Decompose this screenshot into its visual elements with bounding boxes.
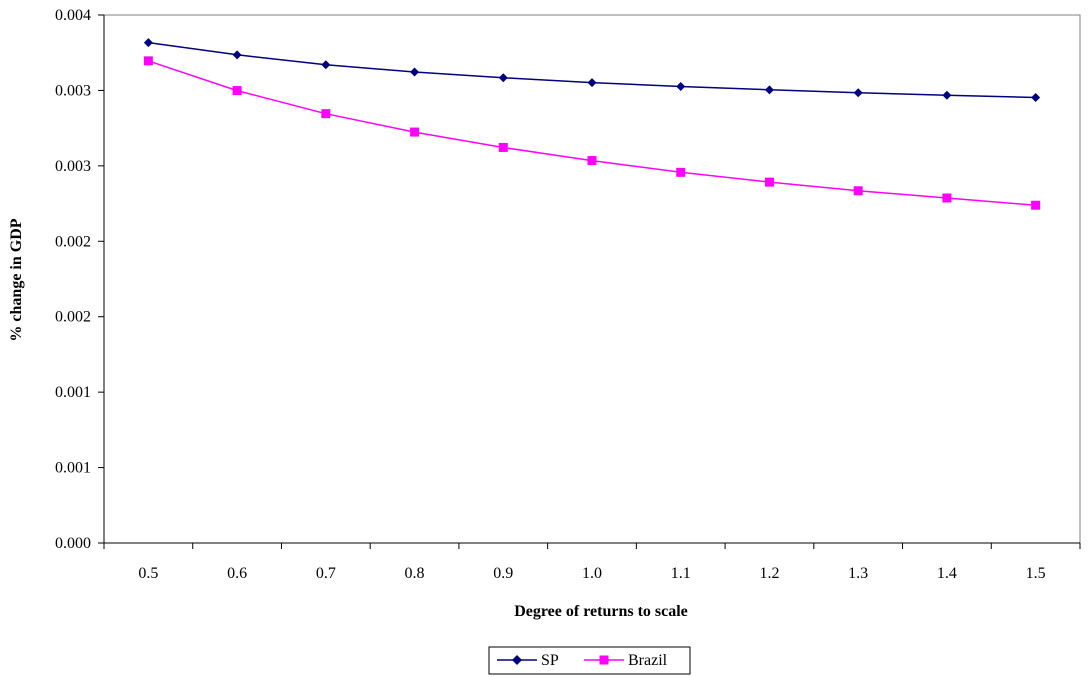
y-tick-label: 0.004 [55,7,91,24]
series-brazil [143,56,1041,210]
data-point-sp [676,82,686,92]
legend-square-marker [599,655,609,665]
y-tick-label: 0.003 [55,82,91,99]
legend-item-brazil: Brazil [584,652,668,669]
data-point-sp [232,50,242,60]
data-point-brazil [853,186,863,196]
x-tick-label: 0.5 [138,565,158,582]
data-point-brazil [321,109,331,119]
data-point-brazil [232,86,242,96]
plot-border [103,14,1081,544]
series-sp [143,38,1041,103]
y-axis-title: % change in GDP [8,218,25,341]
y-axis: 0.000 0.001 0.001 0.002 0.002 0.003 0.003 0.004 [55,7,105,552]
data-point-brazil [942,193,952,203]
x-tick-label: 1.3 [848,565,868,582]
plot-area [103,14,1081,544]
legend-item-sp: SP [497,652,559,669]
x-tick-label: 0.6 [227,565,247,582]
data-point-sp [764,85,774,95]
x-tick-label: 1.2 [759,565,779,582]
y-tick-label: 0.000 [55,535,91,552]
y-tick-label: 0.001 [55,460,91,477]
data-point-sp [1031,93,1041,103]
y-tick-label: 0.001 [55,384,91,401]
data-point-sp [143,38,153,48]
x-axis-title: Degree of returns to scale [514,603,688,620]
x-tick-label: 1.0 [582,565,602,582]
data-point-brazil [410,127,420,137]
data-point-sp [587,78,597,88]
data-point-sp [853,88,863,98]
data-point-brazil [764,177,774,187]
y-tick-label: 0.002 [55,309,91,326]
legend-label-sp: SP [541,652,559,669]
y-tick-label: 0.003 [55,158,91,175]
data-point-sp [321,60,331,70]
x-tick-label: 1.4 [937,565,957,582]
x-tick-label: 0.8 [405,565,425,582]
x-tick-label: 0.9 [493,565,513,582]
legend-diamond-marker [512,655,522,665]
data-point-sp [942,90,952,100]
data-point-sp [498,73,508,83]
data-point-brazil [1031,200,1041,210]
y-tick-label: 0.002 [55,233,91,250]
data-point-brazil [498,142,508,152]
data-point-sp [410,67,420,77]
x-axis: 0.5 0.6 0.7 0.8 0.9 1.0 1.1 1.2 1.3 1.4 1.5 [103,542,1081,582]
legend: SP Brazil [488,646,691,675]
x-tick-label: 1.1 [671,565,691,582]
data-point-brazil [143,56,153,66]
x-tick-label: 1.5 [1026,565,1046,582]
series-layer [143,38,1041,210]
data-point-brazil [676,167,686,177]
legend-label-brazil: Brazil [628,652,668,669]
data-point-brazil [587,156,597,166]
x-tick-label: 0.7 [316,565,336,582]
